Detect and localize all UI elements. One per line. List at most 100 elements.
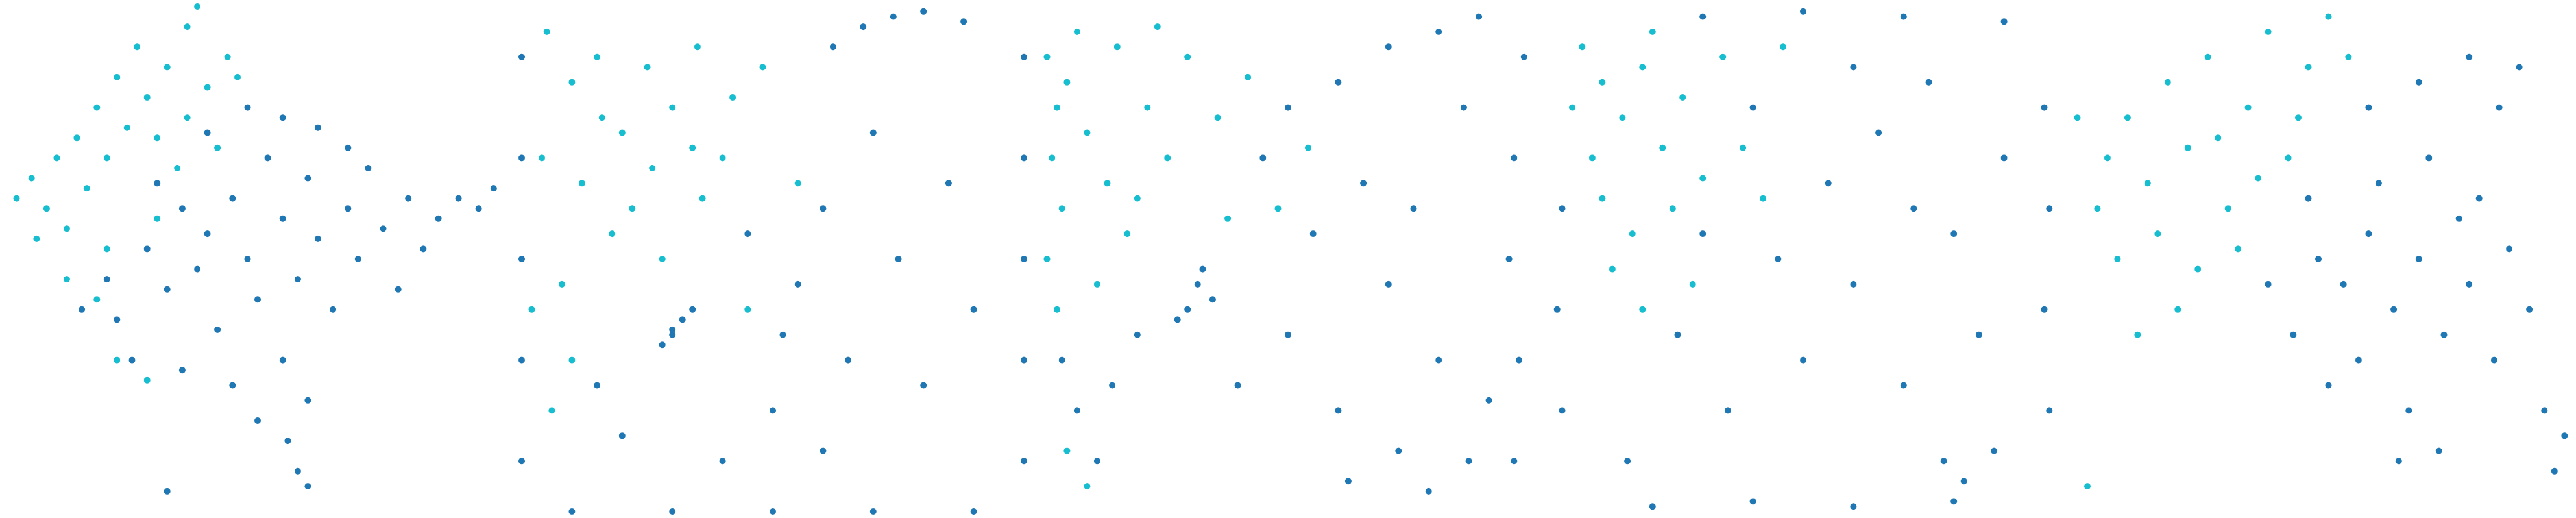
scatter-point-p5-s1-29 — [2415, 79, 2422, 86]
scatter-point-p5-s1-26 — [2496, 104, 2503, 111]
scatter-point-p5-s1-11 — [2405, 407, 2412, 414]
scatter-point-p1-s2-1 — [13, 195, 20, 202]
scatter-point-p4-s2-18 — [1639, 306, 1646, 313]
scatter-point-p4-s2-19 — [1760, 195, 1767, 202]
scatter-point-p2-s1-9 — [869, 508, 877, 515]
scatter-point-p4-s1-32 — [1850, 64, 1857, 71]
scatter-point-p5-s2-9 — [2265, 28, 2272, 35]
scatter-point-p4-s1-31 — [1749, 104, 1756, 111]
scatter-point-p4-s1-16 — [1800, 356, 1806, 364]
scatter-point-p2-s1-14 — [1021, 154, 1027, 162]
scatter-point-p2-s1-16 — [669, 331, 676, 338]
scatter-point-p3-s1-7 — [1194, 280, 1201, 288]
scatter-plot-5 — [2074, 13, 2568, 490]
scatter-panel-4 — [1546, 0, 2061, 518]
scatter-point-p2-s2-17 — [548, 407, 555, 414]
scatter-point-p1-s1-25 — [420, 245, 427, 253]
scatter-point-p1-s2-6 — [73, 134, 80, 142]
scatter-point-p4-s1-24 — [1775, 256, 1782, 262]
scatter-point-p3-s1-28 — [1058, 356, 1065, 364]
scatter-point-p3-s1-4 — [1511, 154, 1518, 162]
scatter-point-p5-s2-20 — [2215, 134, 2222, 142]
scatter-point-p2-s1-20 — [669, 326, 676, 333]
scatter-point-p1-s1-26 — [435, 215, 442, 222]
scatter-point-p3-s2-1 — [1043, 53, 1051, 60]
scatter-point-p2-s1-21 — [770, 407, 776, 414]
scatter-point-p3-s2-3 — [1049, 154, 1056, 162]
scatter-point-p3-s1-21 — [1344, 478, 1352, 485]
scatter-point-p4-s1-25 — [1724, 407, 1731, 414]
scatter-point-p2-s2-20 — [744, 306, 751, 313]
scatter-point-p3-s1-11 — [1234, 382, 1241, 389]
scatter-point-p1-s2-2 — [28, 175, 35, 182]
scatter-point-p3-s2-11 — [1144, 104, 1151, 111]
scatter-point-p1-s1-38 — [304, 483, 311, 490]
scatter-point-p2-s1-24 — [845, 356, 852, 364]
scatter-point-p1-s1-7 — [194, 265, 201, 273]
scatter-point-p2-s2-14 — [699, 195, 706, 202]
scatter-point-p5-s2-1 — [2104, 154, 2111, 162]
scatter-point-p4-s1-21 — [1875, 129, 1882, 136]
scatter-point-p1-s1-5 — [164, 286, 171, 293]
scatter-point-p5-s1-24 — [2395, 458, 2402, 465]
scatter-point-p1-s2-25 — [33, 235, 40, 242]
scatter-point-p2-s1-34 — [920, 8, 927, 15]
scatter-point-p1-s1-21 — [365, 165, 372, 171]
scatter-point-p1-s1-19 — [345, 205, 352, 212]
scatter-point-p2-s1-22 — [794, 280, 801, 288]
scatter-point-p1-s1-3 — [114, 316, 121, 323]
scatter-point-p1-s1-42 — [279, 114, 286, 121]
scatter-point-p2-s1-5 — [518, 53, 525, 60]
scatter-point-p5-s2-25 — [2345, 53, 2352, 60]
scatter-point-p2-s2-5 — [644, 64, 651, 71]
scatter-point-p2-s2-10 — [609, 230, 616, 238]
scatter-point-p3-s2-8 — [1084, 129, 1091, 136]
scatter-point-p2-s2-24 — [649, 165, 656, 171]
scatter-plot-3 — [1043, 13, 1527, 495]
scatter-panel-1 — [0, 0, 515, 518]
scatter-point-p3-s2-19 — [1093, 280, 1100, 288]
scatter-point-p4-s2-3 — [1619, 114, 1626, 121]
scatter-point-p3-s2-10 — [1124, 230, 1131, 238]
scatter-point-p4-s1-27 — [1624, 458, 1631, 465]
scatter-point-p3-s1-18 — [1410, 205, 1417, 212]
scatter-point-p2-s2-22 — [539, 154, 545, 162]
scatter-point-p2-s2-6 — [669, 104, 676, 111]
scatter-point-p5-s2-17 — [2134, 331, 2141, 338]
scatter-point-p3-s2-5 — [1043, 256, 1051, 262]
scatter-panel-3 — [1030, 0, 1546, 518]
scatter-point-p5-s1-2 — [2340, 280, 2347, 288]
scatter-point-p4-s1-35 — [1699, 230, 1707, 238]
scatter-point-p4-s2-8 — [1599, 195, 1606, 202]
scatter-point-p3-s2-13 — [1184, 53, 1191, 60]
scatter-point-p3-s1-12 — [1285, 331, 1291, 338]
scatter-point-p5-s1-9 — [2355, 356, 2362, 364]
scatter-point-p4-s1-26 — [1674, 331, 1681, 338]
scatter-point-p1-s2-3 — [43, 205, 50, 212]
scatter-point-p4-s2-10 — [1588, 154, 1596, 162]
scatter-point-p3-s1-32 — [1385, 43, 1392, 51]
scatter-point-p4-s1-4 — [2046, 407, 2053, 414]
scatter-point-p3-s2-14 — [1214, 114, 1221, 121]
scatter-point-p4-s2-11 — [1649, 28, 1656, 35]
scatter-point-p3-s1-30 — [1134, 331, 1141, 338]
scatter-point-p2-s1-30 — [744, 230, 751, 238]
scatter-point-p1-s1-40 — [204, 129, 211, 136]
scatter-point-p5-s1-21 — [2325, 382, 2332, 389]
scatter-point-p5-s1-8 — [2490, 356, 2497, 364]
scatter-point-p3-s1-6 — [1184, 306, 1191, 313]
scatter-point-p4-s2-1 — [1579, 43, 1586, 51]
scatter-point-p3-s1-16 — [1309, 230, 1317, 238]
scatter-point-p5-s1-17 — [2541, 407, 2548, 414]
scatter-point-p2-s1-39 — [594, 382, 601, 389]
scatter-panel-5 — [2061, 0, 2576, 518]
scatter-point-p2-s2-18 — [568, 356, 576, 364]
scatter-point-p1-s1-32 — [229, 382, 236, 389]
scatter-point-p2-s2-25 — [689, 144, 696, 151]
scatter-point-p3-s1-14 — [1385, 280, 1392, 288]
scatter-point-p4-s1-2 — [1553, 306, 1561, 313]
scatter-point-p5-s1-22 — [2265, 280, 2272, 288]
scatter-point-p1-s1-12 — [254, 296, 261, 303]
scatter-point-p1-s1-43 — [314, 124, 321, 131]
scatter-point-p1-s2-16 — [174, 165, 181, 171]
